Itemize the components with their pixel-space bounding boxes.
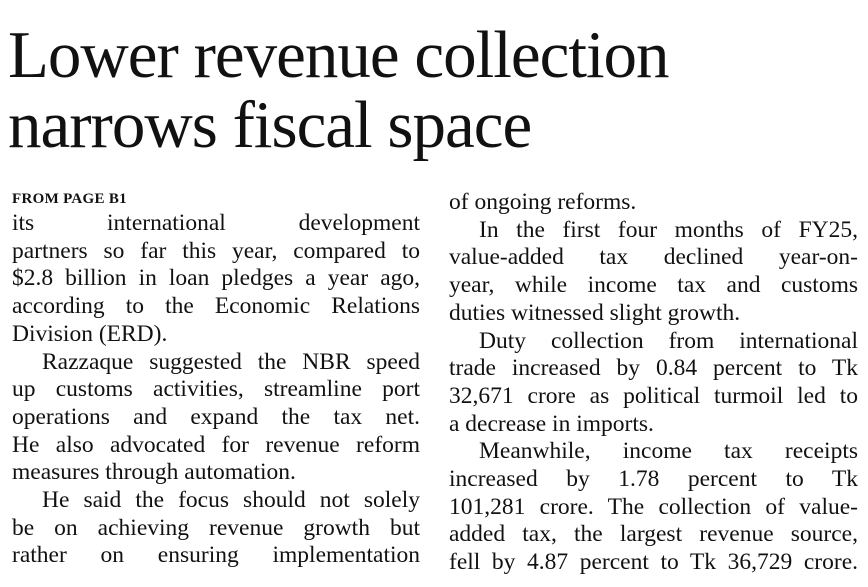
headline-line: narrows fiscal space [8, 88, 532, 162]
article-headline: Lower revenue collection narrows fiscal … [8, 20, 864, 160]
text-line: according to the Economic Relations [12, 293, 420, 320]
text-line: be on achieving revenue growth but [12, 514, 420, 541]
text-line: operations and expand the tax net. [12, 403, 420, 430]
text-line: Razzaque suggested the NBR speed [42, 348, 420, 375]
text-line: its international development [12, 210, 420, 236]
text-line: added tax, the largest revenue source, [449, 521, 858, 548]
text-line: trade increased by 0.84 percent to Tk [449, 355, 858, 382]
text-line: up customs activities, streamline port [12, 376, 420, 403]
text-line: fell by 4.87 percent to Tk 36,729 crore. [449, 549, 858, 576]
text-line: Duty collection from international [479, 327, 858, 354]
text-line: 32,671 crore as political turmoil led to [449, 382, 858, 409]
text-line: rather on ensuring implementation [12, 542, 420, 569]
text-line: He also advocated for revenue reform [12, 431, 420, 458]
text-line: In the first four months of FY25, [479, 216, 858, 243]
text-line: $2.8 billion in loan pledges a year ago, [12, 265, 420, 292]
right-column-text: of ongoing reforms. In the first four mon… [449, 189, 858, 577]
text-line: value-added tax declined year-on- [449, 244, 858, 271]
text-line: 101,281 crore. The collection of value- [449, 493, 858, 520]
text-line: He said the focus should not solely [42, 487, 420, 514]
text-line: measures through automation. [12, 459, 296, 486]
text-line: year, while income tax and customs [449, 272, 858, 299]
text-line: Meanwhile, income tax receipts [479, 438, 858, 465]
article-column-right: of ongoing reforms. In the first four mon… [449, 189, 858, 577]
text-line: Division (ERD). [12, 320, 168, 347]
text-line: partners so far this year, compared to [12, 237, 420, 264]
text-line: increased by 1.78 percent to Tk [449, 466, 858, 493]
text-line: a decrease in imports. [449, 410, 654, 437]
continuation-kicker: FROM PAGE B1 [12, 191, 127, 207]
text-line: duties witnessed slight growth. [449, 299, 741, 326]
text-line: of ongoing reforms. [449, 189, 637, 215]
headline-line: Lower revenue collection [8, 18, 670, 92]
article-column-left: FROM PAGE B1 its international developme… [12, 189, 420, 570]
left-column-text: its international development partners so… [12, 210, 420, 570]
